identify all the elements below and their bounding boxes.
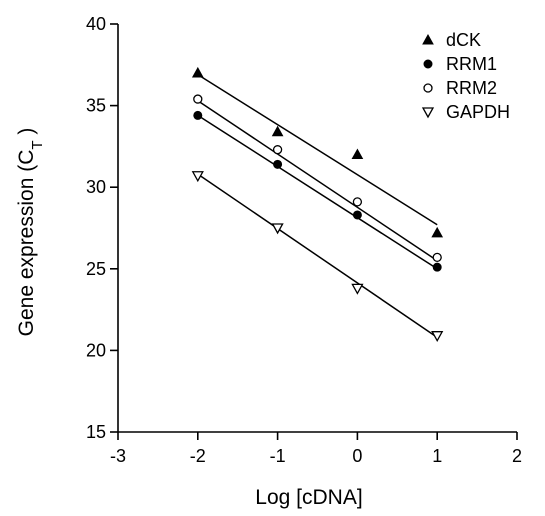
fit-line-rrm1 <box>197 114 438 270</box>
point-rrm2 <box>352 197 363 207</box>
y-tick-label: 15 <box>86 422 106 442</box>
x-ticks: -3 -2 -1 0 1 2 <box>110 432 522 466</box>
point-dck <box>351 148 364 160</box>
y-tick-label: 35 <box>86 96 106 116</box>
fit-line-rrm2 <box>197 100 438 262</box>
x-axis-label: Log [cDNA] <box>255 486 362 509</box>
point-dck <box>431 226 444 238</box>
point-dck <box>271 125 284 137</box>
point-rrm1 <box>193 110 203 120</box>
legend-marker-rrm1 <box>423 59 433 69</box>
x-tick-label: 1 <box>432 446 442 466</box>
point-gapdh <box>191 171 204 183</box>
point-rrm2 <box>432 252 442 263</box>
y-axis-label: Gene expression (CT ) <box>15 128 46 337</box>
axes <box>117 24 517 433</box>
fit-line-dck <box>197 73 438 226</box>
legend-label-rrm1: RRM1 <box>446 54 497 74</box>
y-tick-label: 25 <box>86 259 106 279</box>
point-rrm1 <box>432 262 442 272</box>
x-tick-label: 0 <box>352 446 362 466</box>
fit-lines <box>197 73 438 338</box>
y-tick-label: 20 <box>86 340 106 360</box>
fit-line-gapdh <box>197 173 438 338</box>
y-ticks: 15 20 25 30 35 40 <box>86 14 118 442</box>
x-tick-label: 2 <box>512 446 522 466</box>
point-gapdh <box>431 331 444 343</box>
y-tick-label: 40 <box>86 14 106 34</box>
legend-marker-gapdh <box>421 107 435 119</box>
legend-marker-rrm2 <box>423 83 433 93</box>
point-gapdh <box>271 223 284 235</box>
x-tick-label: -3 <box>110 446 126 466</box>
x-tick-label: -2 <box>190 446 206 466</box>
y-tick-label: 30 <box>86 177 106 197</box>
legend: dCK RRM1 RRM2 GAPDH <box>421 30 510 122</box>
point-dck <box>191 66 204 78</box>
x-tick-label: -1 <box>270 446 286 466</box>
point-rrm1 <box>273 159 283 169</box>
legend-marker-dck <box>422 33 434 45</box>
legend-label-dck: dCK <box>446 30 481 50</box>
legend-label-rrm2: RRM2 <box>446 78 497 98</box>
point-gapdh <box>351 283 364 295</box>
legend-label-gapdh: GAPDH <box>446 102 510 122</box>
data-points <box>191 66 444 343</box>
point-rrm1 <box>352 210 362 220</box>
point-rrm2 <box>193 94 203 104</box>
point-rrm2 <box>272 145 283 155</box>
